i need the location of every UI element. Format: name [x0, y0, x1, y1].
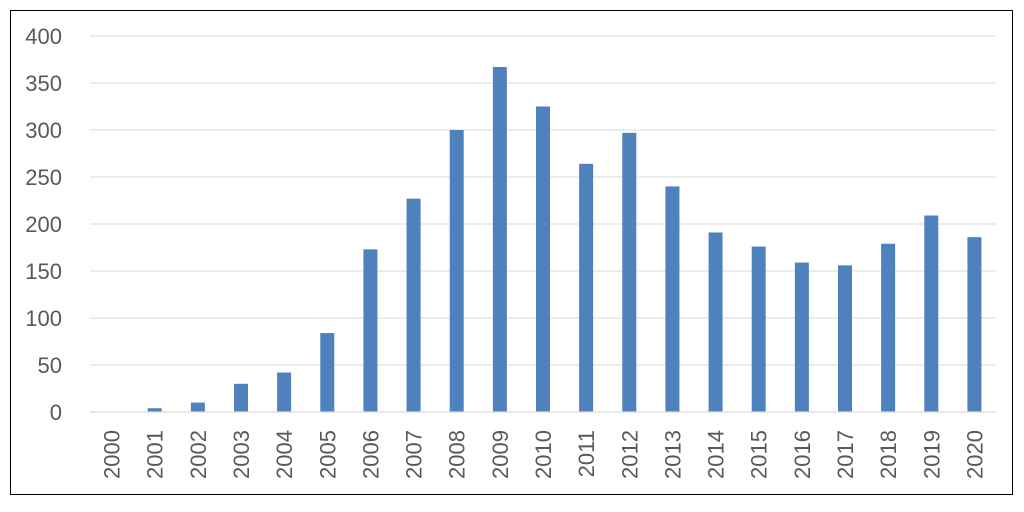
- bar-2013: [665, 186, 680, 412]
- x-tick-label: 2011: [574, 430, 599, 477]
- bar-2001: [147, 408, 162, 412]
- y-tick-label: 150: [25, 259, 62, 284]
- x-tick-label: 2013: [660, 430, 685, 479]
- y-axis-ticks: 0 50 100 150 200 250 300 350 400: [25, 24, 62, 425]
- bar-2017: [838, 265, 852, 412]
- y-tick-label: 400: [25, 24, 62, 49]
- x-tick-label: 2010: [531, 430, 556, 479]
- bar-2014: [708, 232, 723, 412]
- x-tick-label: 2005: [315, 430, 340, 479]
- y-tick-label: 250: [25, 165, 62, 190]
- bar-2003: [234, 383, 248, 412]
- x-tick-label: 2004: [272, 430, 297, 479]
- y-tick-label: 350: [25, 71, 62, 96]
- bar-2009: [492, 67, 507, 413]
- x-tick-label: 2019: [919, 430, 944, 479]
- bar-2010: [536, 106, 550, 412]
- bar-2012: [622, 132, 637, 412]
- bar-2018: [881, 243, 896, 412]
- y-tick-label: 300: [25, 118, 62, 143]
- x-axis-ticks: 2000 2001 2002 2003 2004 2005 2006 2007 2008 2009…: [100, 430, 988, 479]
- bar-2007: [406, 198, 421, 412]
- x-tick-label: 2009: [488, 430, 513, 479]
- bar-2006: [363, 249, 378, 412]
- bar-2002: [190, 402, 205, 412]
- x-tick-label: 2007: [402, 430, 427, 479]
- bar-2011: [579, 163, 594, 412]
- x-tick-label: 2018: [876, 430, 901, 479]
- bar-2020: [967, 237, 982, 412]
- bar-2004: [277, 372, 292, 412]
- bar-2008: [449, 130, 464, 412]
- y-tick-label: 0: [50, 400, 62, 425]
- x-tick-label: 2000: [100, 430, 125, 479]
- x-tick-label: 2001: [143, 430, 168, 479]
- x-tick-label: 2014: [704, 430, 729, 479]
- x-tick-label: 2015: [747, 430, 772, 479]
- x-tick-label: 2016: [790, 430, 815, 479]
- bar-2005: [320, 333, 335, 412]
- x-tick-label: 2008: [445, 430, 470, 479]
- bars: [147, 67, 982, 413]
- x-tick-label: 2003: [229, 430, 254, 479]
- x-tick-label: 2002: [186, 430, 211, 479]
- chart-frame: [10, 10, 1013, 495]
- bar-2016: [794, 262, 809, 412]
- y-tick-label: 50: [38, 353, 62, 378]
- x-tick-label: 2017: [833, 430, 858, 479]
- y-tick-label: 100: [25, 306, 62, 331]
- x-tick-label: 2020: [962, 430, 987, 479]
- bar-2015: [751, 246, 766, 412]
- y-tick-label: 200: [25, 212, 62, 237]
- bar-2019: [924, 215, 939, 412]
- x-tick-label: 2012: [617, 430, 642, 479]
- x-tick-label: 2006: [358, 430, 383, 479]
